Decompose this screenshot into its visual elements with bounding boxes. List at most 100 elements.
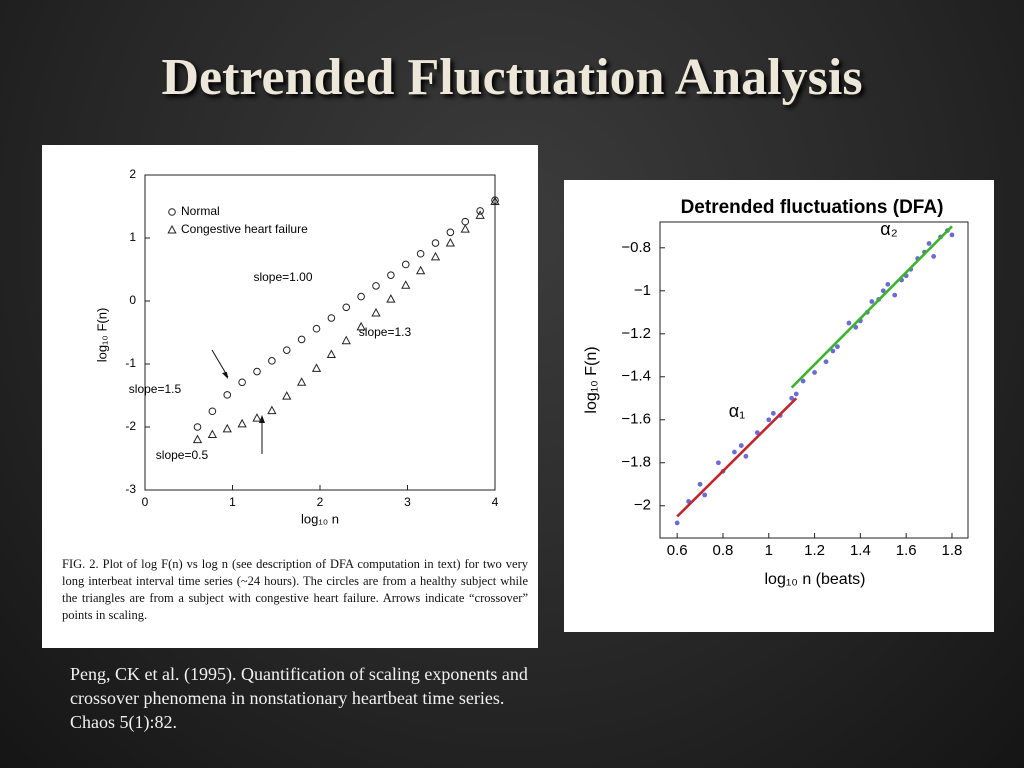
slide-title: Detrended Fluctuation Analysis (161, 49, 862, 106)
data-point (885, 281, 891, 287)
data-point (416, 249, 425, 258)
x-tick-label: 2 (317, 495, 324, 509)
data-point (401, 260, 410, 269)
data-point (326, 349, 337, 359)
data-point (372, 282, 380, 290)
data-point (297, 335, 306, 344)
data-point (931, 253, 937, 259)
data-point (770, 410, 776, 416)
data-point (926, 241, 932, 246)
data-point (715, 460, 721, 466)
x-tick-label: 3 (404, 495, 411, 509)
data-point (222, 423, 232, 433)
chart-title: Detrended fluctuations (DFA) (681, 197, 944, 218)
y-axis-label: log₁₀ F(n) (583, 346, 600, 413)
y-tick-label: 2 (129, 167, 136, 181)
data-point (766, 417, 772, 423)
data-point (738, 443, 744, 448)
legend-label: Congestive heart failure (181, 222, 308, 236)
data-point (282, 346, 291, 354)
fit-line (790, 225, 953, 389)
annotation: α₂ (880, 219, 897, 239)
data-point (674, 520, 680, 526)
data-point (880, 288, 886, 294)
data-point (342, 303, 351, 312)
data-point (386, 294, 396, 303)
data-point (207, 429, 218, 439)
annotation: α₁ (729, 401, 745, 421)
data-point (356, 321, 366, 331)
data-point (192, 434, 203, 444)
legend-marker (167, 224, 177, 234)
data-point (697, 481, 703, 487)
data-point (296, 377, 307, 386)
data-point (475, 210, 485, 219)
y-tick-label: −0.8 (621, 239, 651, 256)
y-tick-label: 0 (129, 293, 136, 307)
data-point (312, 324, 321, 333)
annotation: slope=1.3 (359, 325, 412, 339)
data-point (743, 453, 749, 459)
data-point (702, 492, 708, 498)
x-tick-label: 1.6 (896, 542, 917, 559)
x-tick-label: 1.4 (850, 542, 871, 559)
y-tick-label: −1.8 (621, 454, 651, 471)
data-point (208, 407, 217, 416)
data-point (311, 363, 322, 372)
data-point (445, 237, 456, 247)
y-tick-label: -2 (125, 419, 136, 433)
data-point (252, 413, 262, 422)
data-point (949, 232, 955, 238)
data-point (268, 357, 276, 365)
data-point (282, 391, 292, 400)
y-tick-label: -3 (125, 482, 136, 496)
y-tick-label: −1.4 (621, 368, 651, 385)
legend-label: Normal (181, 204, 220, 218)
data-point (446, 228, 455, 237)
data-point (869, 299, 875, 304)
legend-marker (168, 208, 176, 216)
data-point (835, 344, 840, 350)
plot-frame (659, 221, 969, 539)
annotation: slope=1.5 (129, 382, 182, 396)
y-tick-label: −1 (634, 282, 651, 299)
data-point (812, 370, 817, 375)
arrow-head (222, 372, 228, 379)
data-point (223, 391, 232, 399)
data-point (754, 430, 760, 436)
data-point (253, 367, 261, 376)
data-point (371, 307, 381, 317)
fit-line (676, 397, 798, 518)
data-point (830, 348, 836, 354)
x-axis-label: log₁₀ n (beats) (765, 571, 866, 588)
data-point (853, 324, 859, 330)
data-point (476, 207, 484, 215)
data-point (415, 265, 426, 275)
y-tick-label: -1 (125, 356, 136, 370)
data-point (238, 378, 246, 387)
data-point (789, 395, 795, 401)
y-tick-label: −1.6 (621, 411, 651, 428)
data-point (430, 251, 441, 261)
figure-caption: FIG. 2. Plot of log F(n) vs log n (see d… (62, 557, 528, 622)
data-point (800, 378, 806, 384)
y-tick-label: 1 (129, 230, 136, 244)
data-point (490, 196, 500, 205)
data-point (732, 449, 737, 455)
x-tick-label: 0.6 (667, 542, 688, 559)
x-tick-label: 0.8 (713, 542, 734, 559)
data-point (401, 280, 411, 289)
x-tick-label: 1.2 (804, 542, 825, 559)
x-tick-label: 0 (142, 495, 149, 509)
x-tick-label: 1 (765, 542, 773, 559)
citation: Peng, CK et al. (1995). Quantification o… (70, 664, 528, 732)
x-tick-label: 4 (492, 495, 499, 509)
data-point (460, 224, 470, 233)
x-axis-label: log₁₀ n (301, 511, 339, 526)
x-tick-label: 1 (229, 495, 236, 509)
data-point (846, 320, 852, 326)
data-point (823, 359, 829, 365)
figure-panel (42, 145, 538, 648)
